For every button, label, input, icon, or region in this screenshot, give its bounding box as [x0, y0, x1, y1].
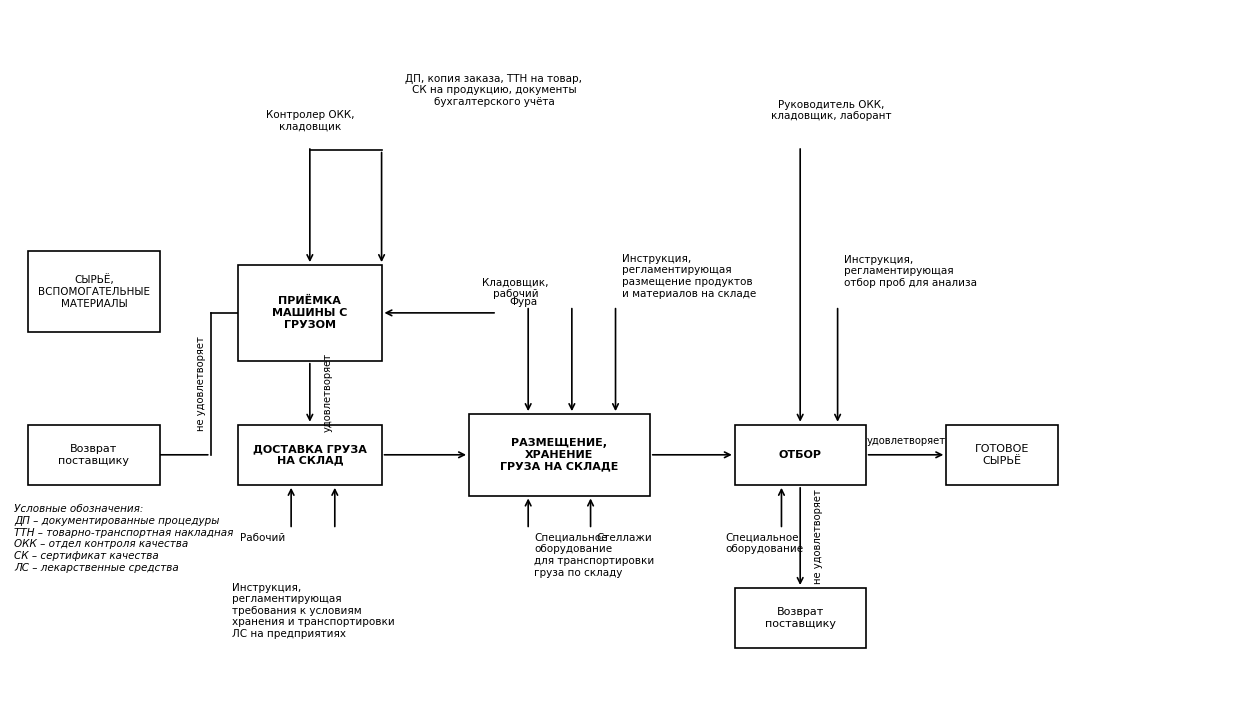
Text: ДОСТАВКА ГРУЗА
НА СКЛАД: ДОСТАВКА ГРУЗА НА СКЛАД [252, 444, 367, 465]
Text: СЫРЬЁ,
ВСПОМОГАТЕЛЬНЫЕ
МАТЕРИАЛЫ: СЫРЬЁ, ВСПОМОГАТЕЛЬНЫЕ МАТЕРИАЛЫ [38, 274, 149, 309]
Text: Стеллажи: Стеллажи [597, 533, 653, 543]
Text: Контролер ОКК,
кладовщик: Контролер ОКК, кладовщик [265, 111, 354, 132]
FancyBboxPatch shape [239, 424, 382, 485]
Text: Специальное
оборудование: Специальное оборудование [725, 533, 804, 554]
Text: ДП, копия заказа, ТТН на товар,
СК на продукцию, документы
бухгалтерского учёта: ДП, копия заказа, ТТН на товар, СК на пр… [406, 74, 583, 107]
Text: Инструкция,
регламентирующая
отбор проб для анализа: Инструкция, регламентирующая отбор проб … [844, 255, 977, 288]
Text: удовлетворяет: удовлетворяет [867, 437, 946, 447]
Text: РАЗМЕЩЕНИЕ,
ХРАНЕНИЕ
ГРУЗА НА СКЛАДЕ: РАЗМЕЩЕНИЕ, ХРАНЕНИЕ ГРУЗА НА СКЛАДЕ [500, 438, 618, 472]
Text: Инструкция,
регламентирующая
требования к условиям
хранения и транспортировки
ЛС: Инструкция, регламентирующая требования … [232, 582, 394, 639]
FancyBboxPatch shape [239, 265, 382, 360]
FancyBboxPatch shape [946, 424, 1059, 485]
Text: не удовлетворяет: не удовлетворяет [196, 337, 206, 432]
Text: Возврат
поставщику: Возврат поставщику [765, 607, 835, 629]
Text: удовлетворяет: удовлетворяет [323, 353, 333, 432]
FancyBboxPatch shape [29, 424, 160, 485]
FancyBboxPatch shape [735, 588, 865, 648]
Text: ПРИЁМКА
МАШИНЫ С
ГРУЗОМ: ПРИЁМКА МАШИНЫ С ГРУЗОМ [273, 297, 348, 330]
Text: Рабочий: Рабочий [240, 533, 285, 543]
Text: Инструкция,
регламентирующая
размещение продуктов
и материалов на складе: Инструкция, регламентирующая размещение … [622, 254, 756, 299]
Text: Условные обозначения:
ДП – документированные процедуры
ТТН – товарно-транспортна: Условные обозначения: ДП – документирова… [14, 505, 234, 572]
Text: Кладовщик,
рабочий: Кладовщик, рабочий [482, 277, 549, 299]
FancyBboxPatch shape [29, 251, 160, 332]
Text: не удовлетворяет: не удовлетворяет [813, 489, 823, 584]
FancyBboxPatch shape [468, 414, 649, 495]
Text: Специальное
оборудование
для транспортировки
груза по складу: Специальное оборудование для транспортир… [534, 533, 654, 578]
Text: ОТБОР: ОТБОР [779, 449, 821, 460]
FancyBboxPatch shape [735, 424, 865, 485]
Text: ГОТОВОЕ
СЫРЬЁ: ГОТОВОЕ СЫРЬЁ [975, 444, 1030, 465]
Text: Возврат
поставщику: Возврат поставщику [59, 444, 129, 465]
Text: Фура: Фура [510, 297, 538, 307]
Text: Руководитель ОКК,
кладовщик, лаборант: Руководитель ОКК, кладовщик, лаборант [771, 100, 892, 121]
